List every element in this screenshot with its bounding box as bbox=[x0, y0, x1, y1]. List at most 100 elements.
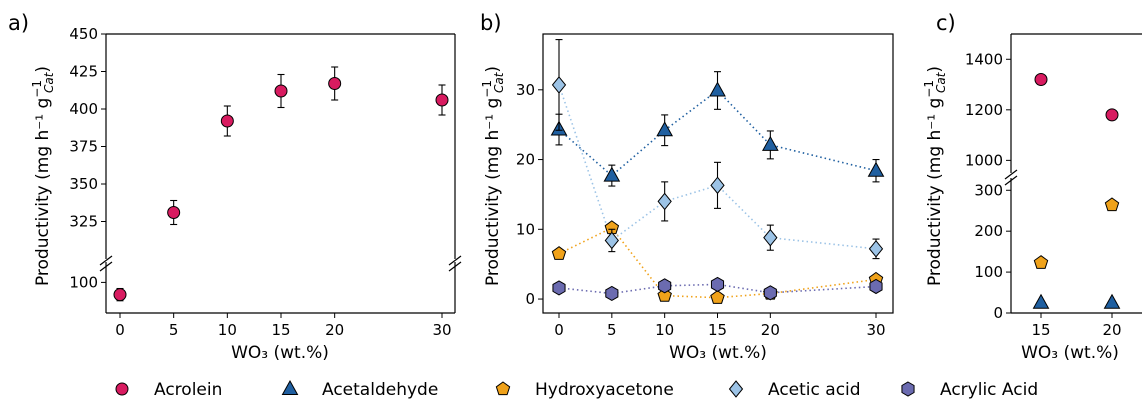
panel-b-xtick-label: 10 bbox=[655, 321, 674, 339]
axis-break-mark bbox=[448, 261, 462, 272]
panel-a-ytick-label: 400 bbox=[69, 100, 98, 118]
panel-b-point-acetaldehyde bbox=[603, 166, 621, 182]
panel-b-point-acetaldehyde bbox=[761, 135, 779, 151]
panel-b-point-acrylic-acid bbox=[869, 278, 883, 295]
panel-b-xtick-label: 5 bbox=[607, 321, 617, 339]
legend-marker-acetaldehyde bbox=[281, 379, 299, 395]
legend-item-acetaldehyde: Acetaldehyde bbox=[281, 379, 438, 400]
panel-a-point-acrolein bbox=[220, 114, 234, 128]
legend-marker-hydroxyacetone bbox=[495, 381, 511, 396]
legend-label-acetic-acid: Acetic acid bbox=[768, 380, 861, 400]
axis-break-mark bbox=[1004, 175, 1018, 186]
panel-a-xtick-label: 5 bbox=[169, 321, 179, 339]
panel-c-ytick-label: 300 bbox=[974, 181, 1003, 199]
panel-a-xtick-label: 20 bbox=[325, 321, 344, 339]
panel-c-ytick-label: 100 bbox=[974, 263, 1003, 281]
panel-c-point-hydroxyacetone bbox=[1104, 197, 1120, 212]
panel-b-xtick-label: 20 bbox=[761, 321, 780, 339]
panel-c-point-acrolein bbox=[1034, 72, 1048, 86]
panel-c-ytick-label: 200 bbox=[974, 222, 1003, 240]
panel-a-ytick-label: 325 bbox=[69, 213, 98, 231]
panel-a-xtick-label: 0 bbox=[115, 321, 125, 339]
panel-a-ytick-label: 450 bbox=[69, 25, 98, 43]
panel-a-ytick-label: 100 bbox=[69, 273, 98, 291]
panel-c-ytick-label: 1400 bbox=[965, 50, 1003, 68]
panel-b-point-acrylic-acid bbox=[710, 276, 725, 292]
panel-a-xtick-label: 15 bbox=[271, 321, 290, 339]
panel-b-point-acrylic-acid bbox=[605, 285, 619, 302]
legend-marker-acrolein bbox=[115, 382, 129, 396]
panel-b-xtick-label: 0 bbox=[554, 321, 564, 339]
panel-b-xtick-label: 15 bbox=[708, 321, 727, 339]
legend-item-acetic-acid: Acetic acid bbox=[728, 380, 861, 400]
panel-c-ytick-label: 1200 bbox=[965, 101, 1003, 119]
axis-break-mark bbox=[99, 255, 113, 266]
panel-b-ylabel: Productivity (mg h⁻¹ g−1Cat) bbox=[480, 66, 506, 286]
legend-label-acrylic-acid: Acrylic Acid bbox=[940, 380, 1038, 400]
panel-b-point-hydroxyacetone bbox=[657, 287, 672, 302]
panel-a-xtick-label: 10 bbox=[218, 321, 237, 339]
panel-c-ylabel: Productivity (mg h⁻¹ g−1Cat) bbox=[922, 66, 948, 286]
panel-b-point-acetic-acid bbox=[604, 231, 619, 250]
legend: Acrolein Acetaldehyde Hydroxyacetone Acetic… bbox=[115, 379, 1038, 400]
panel-b-point-acetic-acid bbox=[551, 76, 567, 94]
axis-break-mark bbox=[99, 261, 113, 272]
panel-c-point-acetaldehyde bbox=[1032, 293, 1050, 309]
panel-b-point-hydroxyacetone bbox=[710, 290, 725, 304]
panel-b-series-line bbox=[558, 226, 877, 299]
panel-b-ytick-label: 0 bbox=[525, 290, 535, 308]
panel-b-xtick-label: 30 bbox=[866, 321, 885, 339]
panel-a-xlabel: WO₃ (wt.%) bbox=[231, 343, 329, 363]
panel-b-point-acrylic-acid bbox=[552, 280, 566, 296]
panel-c-xtick-label: 20 bbox=[1102, 321, 1121, 339]
panel-c-ytick-label: 1000 bbox=[965, 151, 1003, 169]
panel-c-letter: c) bbox=[936, 11, 956, 35]
panel-b-point-acetaldehyde bbox=[867, 161, 885, 177]
panel-b-point-hydroxyacetone bbox=[551, 246, 567, 260]
panel-a-ytick-label: 350 bbox=[69, 175, 98, 193]
panel-a-point-acrolein bbox=[167, 206, 181, 219]
panel-b-point-acetic-acid bbox=[868, 240, 884, 258]
panel-b-point-acrylic-acid bbox=[658, 278, 672, 294]
panel-a-ytick-label: 375 bbox=[69, 138, 98, 156]
panel-c-plot: 1000 1200 1400 0 100 200 300 15 20 bbox=[965, 33, 1142, 339]
axis-break-mark bbox=[1004, 169, 1018, 180]
panel-c-xlabel: WO₃ (wt.%) bbox=[1021, 343, 1119, 363]
legend-item-hydroxyacetone: Hydroxyacetone bbox=[495, 380, 674, 400]
panel-b-point-acetaldehyde bbox=[709, 81, 726, 97]
panel-b-plot: 0 10 20 30 0 5 10 15 20 30 bbox=[516, 33, 894, 339]
panel-a-plot: 325 350 375 400 425 450 100 0 5 10 15 20 30 bbox=[69, 25, 462, 339]
panel-c-ytick-label: 0 bbox=[993, 304, 1003, 322]
panel-b-xlabel: WO₃ (wt.%) bbox=[669, 343, 767, 363]
legend-marker-acetic-acid bbox=[728, 380, 744, 398]
panel-a-point-acrolein bbox=[113, 288, 127, 302]
panel-a-point-acrolein bbox=[435, 93, 449, 107]
panel-b-ytick-label: 10 bbox=[516, 220, 535, 238]
legend-item-acrolein: Acrolein bbox=[115, 380, 222, 400]
panel-b-point-acetaldehyde bbox=[656, 121, 674, 137]
panel-a-letter: a) bbox=[8, 11, 29, 35]
panel-b-ytick-label: 20 bbox=[516, 151, 535, 169]
panel-a-ylabel: Productivity (mg h⁻¹ g−1Cat) bbox=[30, 66, 56, 286]
panel-b-point-acetic-acid bbox=[710, 176, 725, 195]
legend-label-acrolein: Acrolein bbox=[154, 380, 222, 400]
legend-marker-acrylic-acid bbox=[901, 381, 915, 397]
legend-label-hydroxyacetone: Hydroxyacetone bbox=[535, 380, 674, 400]
axis-break-mark bbox=[448, 255, 462, 266]
legend-label-acetaldehyde: Acetaldehyde bbox=[322, 380, 438, 400]
panel-c-point-hydroxyacetone bbox=[1033, 255, 1049, 269]
legend-item-acrylic-acid: Acrylic Acid bbox=[901, 380, 1038, 400]
panel-b-series-line bbox=[558, 283, 877, 295]
panel-a-point-acrolein bbox=[274, 84, 288, 98]
panel-c-xtick-label: 15 bbox=[1031, 321, 1050, 339]
panel-b-ytick-label: 30 bbox=[516, 81, 535, 99]
panel-a-point-acrolein bbox=[328, 77, 342, 90]
panel-b-series-line bbox=[558, 84, 877, 250]
panel-a-xtick-label: 30 bbox=[432, 321, 451, 339]
panel-b-letter: b) bbox=[480, 11, 502, 35]
panel-b-point-acetic-acid bbox=[763, 228, 778, 247]
panel-a-ytick-label: 425 bbox=[69, 63, 98, 81]
panel-b-point-acrylic-acid bbox=[763, 285, 777, 301]
panel-c-point-acrolein bbox=[1105, 108, 1119, 122]
